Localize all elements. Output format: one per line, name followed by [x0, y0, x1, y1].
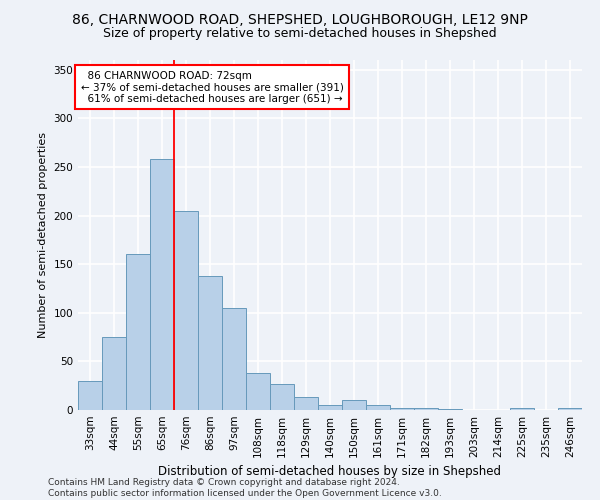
- Text: 86 CHARNWOOD ROAD: 72sqm
← 37% of semi-detached houses are smaller (391)
  61% o: 86 CHARNWOOD ROAD: 72sqm ← 37% of semi-d…: [80, 70, 343, 104]
- Y-axis label: Number of semi-detached properties: Number of semi-detached properties: [38, 132, 48, 338]
- Bar: [558, 408, 582, 410]
- Bar: [390, 408, 414, 410]
- Bar: [294, 398, 318, 410]
- Bar: [174, 210, 198, 410]
- Bar: [510, 408, 534, 410]
- Bar: [414, 408, 438, 410]
- Text: Size of property relative to semi-detached houses in Shepshed: Size of property relative to semi-detach…: [103, 28, 497, 40]
- Bar: [270, 384, 294, 410]
- Bar: [366, 405, 390, 410]
- Bar: [198, 276, 222, 410]
- Bar: [150, 159, 174, 410]
- Bar: [102, 337, 126, 410]
- Text: Contains HM Land Registry data © Crown copyright and database right 2024.
Contai: Contains HM Land Registry data © Crown c…: [48, 478, 442, 498]
- Bar: [318, 405, 342, 410]
- Bar: [78, 381, 102, 410]
- Bar: [342, 400, 366, 410]
- Text: 86, CHARNWOOD ROAD, SHEPSHED, LOUGHBOROUGH, LE12 9NP: 86, CHARNWOOD ROAD, SHEPSHED, LOUGHBOROU…: [72, 12, 528, 26]
- Bar: [126, 254, 150, 410]
- Bar: [222, 308, 246, 410]
- X-axis label: Distribution of semi-detached houses by size in Shepshed: Distribution of semi-detached houses by …: [158, 466, 502, 478]
- Bar: [438, 409, 462, 410]
- Bar: [246, 373, 270, 410]
